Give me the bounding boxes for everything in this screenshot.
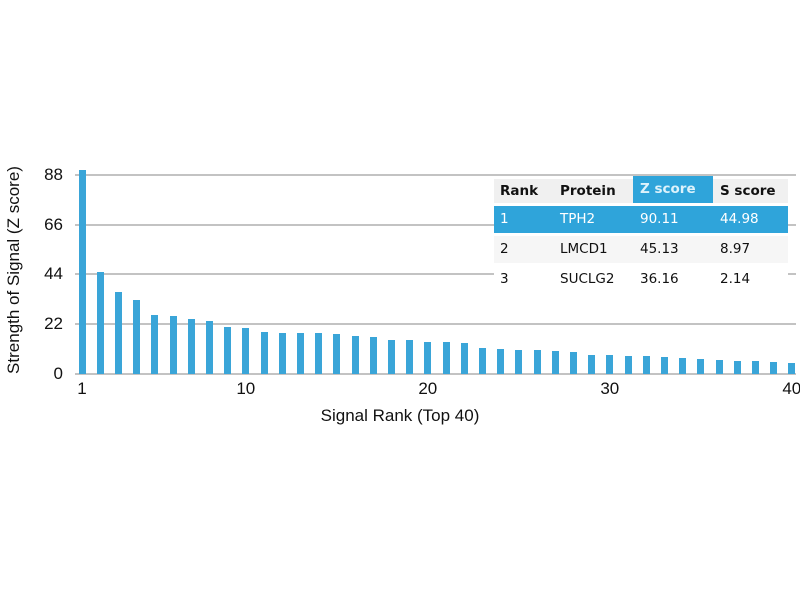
bar (569, 351, 577, 374)
bar (715, 359, 723, 374)
y-tick-label: 66 (44, 214, 63, 234)
x-tick-label: 40 (782, 379, 800, 398)
x-axis-title: Signal Rank (Top 40) (320, 406, 480, 425)
gridline (75, 373, 796, 375)
bar (169, 316, 177, 374)
cell-protein: LMCD1 (560, 241, 608, 257)
bar (606, 354, 614, 374)
gridline (75, 223, 796, 226)
bar (315, 333, 323, 374)
table-row[interactable]: 1 TPH2 90.11 44.98 (494, 206, 788, 233)
bar (642, 356, 650, 374)
bar (151, 315, 159, 374)
cell-s-score: 44.98 (720, 211, 759, 227)
x-tick-label: 20 (418, 379, 438, 398)
bar (751, 361, 759, 374)
cell-rank: 2 (500, 241, 509, 257)
bar (205, 320, 213, 374)
bar (515, 349, 523, 374)
bar (624, 355, 632, 374)
bar (697, 358, 705, 374)
gridline (75, 323, 796, 326)
y-tick-label: 44 (44, 264, 63, 284)
cell-protein: SUCLG2 (560, 271, 615, 287)
bar (497, 349, 505, 374)
bar (133, 299, 141, 374)
cell-rank: 1 (500, 211, 509, 227)
bar (114, 292, 122, 374)
cell-z-score: 45.13 (640, 241, 679, 257)
cell-rank: 3 (500, 271, 509, 287)
bar (296, 333, 304, 374)
cell-z-score: 36.16 (640, 271, 679, 287)
bar (406, 340, 414, 374)
bar (369, 337, 377, 374)
x-axis: 1 10 20 30 40 (75, 379, 800, 401)
table-row[interactable]: 2 LMCD1 45.13 8.97 (494, 236, 788, 263)
bar (187, 319, 195, 374)
bar (679, 357, 687, 374)
bar (96, 271, 104, 374)
x-tick-label: 1 (77, 379, 87, 398)
bar (788, 362, 796, 374)
bar (442, 342, 450, 374)
bar (424, 341, 432, 374)
bar (660, 357, 668, 374)
y-tick-label: 88 (44, 164, 63, 184)
cell-z-score: 90.11 (640, 211, 679, 227)
header-rank[interactable]: Rank (494, 179, 554, 203)
cell-s-score: 2.14 (720, 271, 751, 287)
bar (260, 331, 268, 374)
bar (588, 354, 596, 374)
y-tick-label: 0 (53, 364, 63, 383)
bar (460, 342, 468, 374)
header-z-score[interactable]: Z score (633, 176, 713, 203)
bar (224, 327, 232, 374)
gridline (75, 173, 796, 176)
x-tick-label: 30 (600, 379, 620, 398)
bar (333, 333, 341, 374)
bar (387, 339, 395, 374)
table-header-row: Rank Protein Z score S score (494, 176, 788, 203)
bar (242, 328, 250, 374)
y-tick-label: 22 (44, 314, 63, 334)
bar (733, 360, 741, 374)
bar (478, 347, 486, 374)
y-axis: 0 22 44 66 88 (0, 165, 63, 382)
header-protein[interactable]: Protein (554, 179, 633, 203)
bar (278, 332, 286, 374)
bar (351, 336, 359, 374)
plot-area (75, 170, 796, 375)
cell-protein: TPH2 (560, 211, 596, 227)
table-row[interactable]: 3 SUCLG2 36.16 2.14 (494, 266, 788, 293)
bar (770, 362, 778, 374)
bar (533, 350, 541, 374)
cell-s-score: 8.97 (720, 241, 751, 257)
bar (78, 170, 86, 374)
ranking-table: Rank Protein Z score S score 1 TPH2 90.1… (494, 176, 788, 296)
bar (551, 350, 559, 374)
x-tick-label: 10 (236, 379, 256, 398)
gridline (75, 273, 796, 276)
header-s-score[interactable]: S score (713, 179, 788, 203)
